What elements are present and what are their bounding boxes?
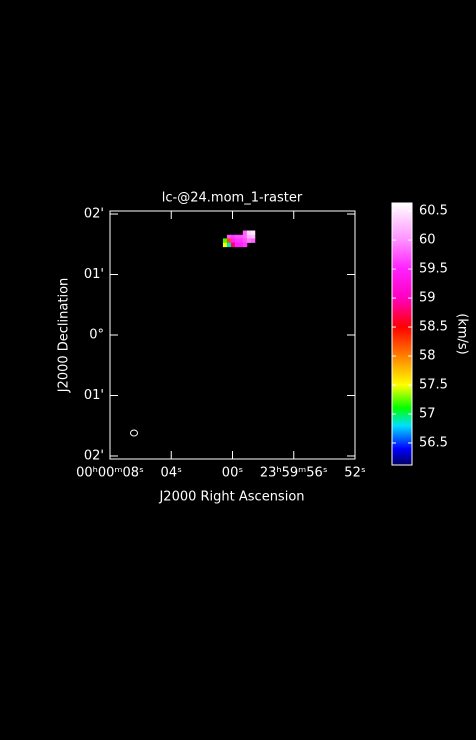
y-tick-label: 0° xyxy=(89,328,104,343)
y-axis-label: J2000 Declination xyxy=(57,278,72,394)
x-tick-label: 04ˢ xyxy=(161,466,183,481)
y-tick-label: 01' xyxy=(84,267,104,282)
pixel xyxy=(226,234,232,240)
pixel xyxy=(222,238,228,243)
plot-frame xyxy=(109,210,356,460)
pixel xyxy=(234,234,240,240)
colorbar-tick-label: 59 xyxy=(419,291,436,306)
pixel xyxy=(230,238,236,243)
x-tick-label: 23ʰ59ᵐ56ˢ xyxy=(260,466,328,481)
colorbar-tick-label: 59.5 xyxy=(419,262,448,277)
pixel xyxy=(226,238,232,243)
pixel xyxy=(246,234,252,240)
x-tick-label: 52ˢ xyxy=(344,466,366,481)
pixel xyxy=(246,238,252,243)
pixel xyxy=(238,234,244,240)
pixel xyxy=(238,238,244,243)
pixel xyxy=(242,230,248,236)
colorbar-tick-label: 60 xyxy=(419,233,436,248)
x-tick-label: 00ˢ xyxy=(222,466,244,481)
pixel xyxy=(234,238,240,243)
pixel xyxy=(246,230,252,236)
pixel xyxy=(238,242,244,248)
pixel xyxy=(230,242,236,248)
pixel xyxy=(234,242,240,248)
chart-title: lc-@24.mom_1-raster xyxy=(162,191,303,206)
colorbar-tick-label: 60.5 xyxy=(419,204,448,219)
colorbar-tick-label: 57 xyxy=(419,406,436,421)
colorbar-tick-label: 58 xyxy=(419,349,436,364)
colorbar-tick-label: 57.5 xyxy=(419,378,448,393)
y-tick-label: 02' xyxy=(84,207,104,222)
pixel xyxy=(242,238,248,243)
pixel xyxy=(250,234,256,240)
y-tick-label: 02' xyxy=(84,448,104,463)
colorbar-tick-label: 58.5 xyxy=(419,320,448,335)
x-axis-label: J2000 Right Ascension xyxy=(158,490,304,505)
pixel xyxy=(242,234,248,240)
colorbar-tick-label: 56.5 xyxy=(419,435,448,450)
pixel xyxy=(250,238,256,243)
colorbar xyxy=(391,202,413,466)
beam xyxy=(130,429,138,437)
pixel xyxy=(222,242,228,248)
x-tick-label: 00ʰ00ᵐ08ˢ xyxy=(76,466,144,481)
pixel xyxy=(242,242,248,248)
colorbar-label: (km/s) xyxy=(455,313,470,355)
y-tick-label: 01' xyxy=(84,388,104,403)
pixel xyxy=(250,230,256,236)
pixel xyxy=(226,242,232,248)
pixel xyxy=(230,234,236,240)
